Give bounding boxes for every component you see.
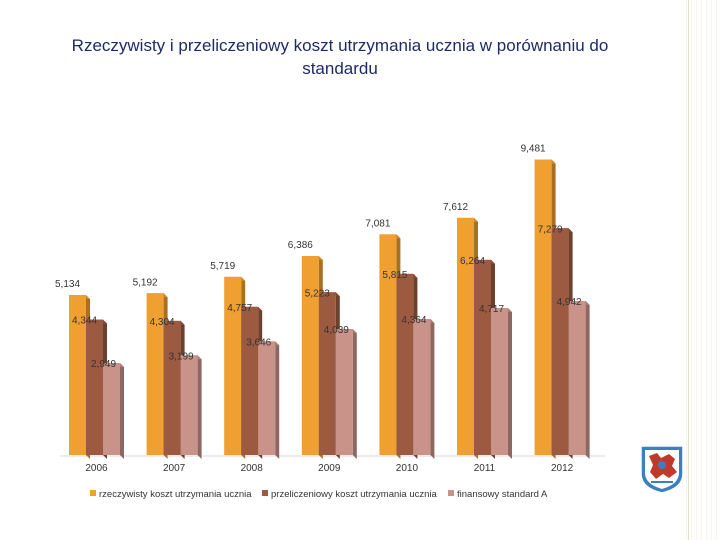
x-tick-label: 2008 [241, 463, 264, 474]
bar-side [508, 308, 512, 459]
x-tick-label: 2009 [318, 463, 341, 474]
decorative-divider [688, 0, 689, 540]
data-label: 4,344 [72, 316, 97, 327]
bar [69, 295, 86, 455]
bar-side [120, 363, 124, 459]
bar [301, 256, 319, 455]
data-label: 5,815 [382, 270, 407, 281]
data-label: 7,279 [538, 224, 563, 235]
bar-side [430, 319, 435, 459]
bar [318, 292, 336, 455]
bar [258, 341, 276, 455]
bar [86, 319, 103, 455]
legend-swatch [90, 490, 96, 496]
bar [413, 319, 431, 455]
x-tick-label: 2007 [163, 463, 186, 474]
bar [146, 293, 164, 455]
x-tick-label: 2006 [85, 463, 108, 474]
bar [379, 234, 397, 455]
data-label: 6,386 [288, 240, 313, 251]
bar [534, 159, 552, 455]
bar [491, 308, 508, 455]
bar [457, 217, 474, 455]
data-label: 4,304 [150, 317, 175, 328]
bar [551, 228, 569, 455]
data-label: 3,199 [169, 351, 194, 362]
bar [474, 259, 491, 455]
data-label: 4,717 [479, 304, 504, 315]
x-tick-label: 2012 [551, 463, 574, 474]
bar [163, 320, 181, 455]
data-label: 5,719 [210, 261, 235, 272]
bar [396, 273, 414, 455]
data-label: 7,081 [365, 218, 390, 229]
decorative-stripe [686, 0, 720, 540]
data-label: 4,942 [557, 297, 582, 308]
data-label: 2,949 [91, 359, 116, 370]
x-tick-label: 2010 [396, 463, 419, 474]
data-label: 5,192 [133, 277, 158, 288]
chart-title: Rzeczywisty i przeliczeniowy koszt utrzy… [71, 36, 609, 78]
bar-side [197, 355, 202, 459]
bar [224, 276, 242, 455]
legend-swatch [448, 490, 454, 496]
bar [568, 301, 586, 455]
legend-swatch [262, 490, 268, 496]
x-tick-label: 2011 [474, 463, 496, 474]
bar-side [275, 341, 280, 459]
bar [103, 363, 120, 455]
legend-label: przeliczeniowy koszt utrzymania ucznia [271, 489, 438, 500]
data-label: 4,757 [227, 303, 252, 314]
data-label: 7,612 [443, 202, 468, 213]
data-label: 5,223 [305, 288, 330, 299]
bar [180, 355, 198, 455]
legend-label: finansowy standard A [457, 489, 548, 500]
data-label: 4,039 [324, 325, 349, 336]
data-label: 6,264 [460, 256, 485, 267]
coat-of-arms-icon [640, 445, 684, 494]
data-label: 3,646 [246, 337, 271, 348]
bar-side [352, 329, 357, 459]
legend-label: rzeczywisty koszt utrzymania ucznia [99, 489, 252, 500]
bar-side [585, 301, 590, 459]
bar [335, 329, 353, 455]
data-label: 9,481 [521, 144, 546, 155]
data-label: 5,134 [55, 279, 80, 290]
bar [241, 306, 259, 455]
data-label: 4,364 [401, 315, 426, 326]
